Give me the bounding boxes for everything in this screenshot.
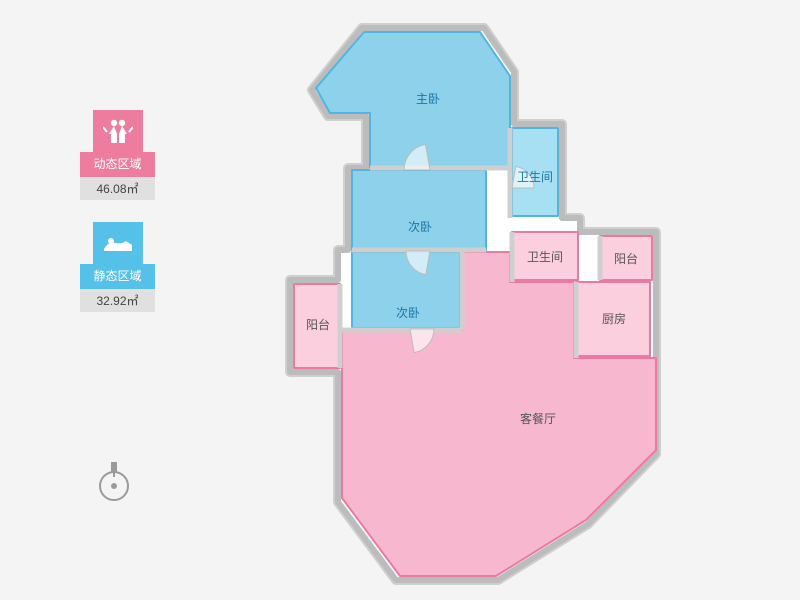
legend-dynamic: 动态区域 46.08㎡ [80,110,155,200]
label-sec1: 次卧 [408,220,432,234]
label-master: 主卧 [416,92,440,106]
legend-dynamic-value: 46.08㎡ [80,177,155,200]
label-balcony_l: 阳台 [306,317,330,332]
label-bath_pink: 卫生间 [527,250,563,264]
legend-static-value: 32.92㎡ [80,289,155,312]
people-icon [93,110,143,152]
label-living: 客餐厅 [520,411,556,426]
compass-icon [94,460,134,509]
legend-static: 静态区域 32.92㎡ [80,222,155,312]
label-balcony_r: 阳台 [614,251,638,266]
label-bath_blue: 卫生间 [517,170,553,184]
label-sec2: 次卧 [396,306,420,320]
label-kitchen: 厨房 [602,311,626,326]
floor-plan: 主卧卫生间次卧次卧卫生间阳台厨房阳台客餐厅 [280,18,720,593]
legend-static-title: 静态区域 [80,264,155,289]
legend-dynamic-title: 动态区域 [80,152,155,177]
legend: 动态区域 46.08㎡ 静态区域 32.92㎡ [80,110,155,334]
room-sec1 [352,170,486,250]
sleep-icon [93,222,143,264]
